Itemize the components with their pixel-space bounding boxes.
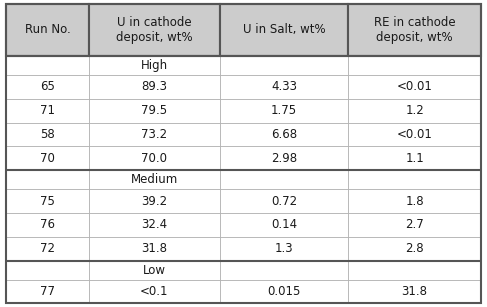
Bar (6, 4, 89, 56)
Text: U in Salt, wt%: U in Salt, wt% (243, 23, 325, 36)
Text: 73.2: 73.2 (141, 128, 168, 141)
Bar (348, 146, 481, 170)
Text: 6.68: 6.68 (271, 128, 297, 141)
Bar (89, 146, 220, 170)
Text: 0.72: 0.72 (271, 195, 297, 208)
Text: 77: 77 (40, 285, 55, 298)
Bar (89, 170, 220, 189)
Text: Run No.: Run No. (24, 23, 70, 36)
Bar (220, 4, 348, 56)
Bar (348, 56, 481, 75)
Bar (220, 237, 348, 261)
Text: 1.1: 1.1 (405, 152, 424, 165)
Text: 2.7: 2.7 (405, 218, 424, 231)
Bar (348, 170, 481, 189)
Text: 70: 70 (40, 152, 55, 165)
Bar (348, 99, 481, 122)
Text: 1.75: 1.75 (271, 104, 297, 117)
Text: 89.3: 89.3 (141, 80, 168, 93)
Bar (89, 237, 220, 261)
Bar (89, 122, 220, 146)
Bar (6, 170, 89, 189)
Bar (348, 213, 481, 237)
Bar (220, 280, 348, 303)
Bar (6, 75, 89, 99)
Bar (348, 261, 481, 280)
Bar (348, 237, 481, 261)
Bar (89, 56, 220, 75)
Bar (6, 122, 89, 146)
Bar (220, 213, 348, 237)
Text: 79.5: 79.5 (141, 104, 168, 117)
Text: <0.01: <0.01 (397, 80, 432, 93)
Text: RE in cathode
deposit, wt%: RE in cathode deposit, wt% (374, 16, 455, 44)
Text: 71: 71 (40, 104, 55, 117)
Text: 4.33: 4.33 (271, 80, 297, 93)
Bar (89, 189, 220, 213)
Bar (220, 146, 348, 170)
Text: 72: 72 (40, 242, 55, 255)
Bar (220, 99, 348, 122)
Bar (220, 261, 348, 280)
Bar (348, 189, 481, 213)
Bar (348, 122, 481, 146)
Bar (6, 99, 89, 122)
Text: Low: Low (143, 263, 166, 277)
Text: High: High (141, 59, 168, 72)
Text: 32.4: 32.4 (141, 218, 168, 231)
Text: 31.8: 31.8 (141, 242, 168, 255)
Text: U in cathode
deposit, wt%: U in cathode deposit, wt% (116, 16, 193, 44)
Text: 76: 76 (40, 218, 55, 231)
Bar (220, 56, 348, 75)
Text: Medium: Medium (131, 173, 178, 186)
Bar (89, 213, 220, 237)
Text: 0.14: 0.14 (271, 218, 297, 231)
Text: 75: 75 (40, 195, 55, 208)
Bar (348, 75, 481, 99)
Text: 0.015: 0.015 (267, 285, 300, 298)
Bar (89, 4, 220, 56)
Bar (89, 75, 220, 99)
Text: 70.0: 70.0 (141, 152, 168, 165)
Text: 58: 58 (40, 128, 55, 141)
Text: 39.2: 39.2 (141, 195, 168, 208)
Text: 31.8: 31.8 (402, 285, 428, 298)
Bar (6, 189, 89, 213)
Bar (220, 189, 348, 213)
Bar (6, 213, 89, 237)
Bar (89, 261, 220, 280)
Bar (220, 122, 348, 146)
Text: 1.2: 1.2 (405, 104, 424, 117)
Text: 2.8: 2.8 (405, 242, 424, 255)
Text: <0.1: <0.1 (140, 285, 169, 298)
Text: <0.01: <0.01 (397, 128, 432, 141)
Text: 2.98: 2.98 (271, 152, 297, 165)
Bar (89, 99, 220, 122)
Bar (6, 280, 89, 303)
Bar (6, 261, 89, 280)
Bar (348, 4, 481, 56)
Bar (220, 170, 348, 189)
Text: 1.8: 1.8 (405, 195, 424, 208)
Bar (6, 146, 89, 170)
Bar (348, 280, 481, 303)
Bar (6, 237, 89, 261)
Bar (220, 75, 348, 99)
Bar (6, 56, 89, 75)
Text: 65: 65 (40, 80, 55, 93)
Bar (89, 280, 220, 303)
Text: 1.3: 1.3 (275, 242, 293, 255)
